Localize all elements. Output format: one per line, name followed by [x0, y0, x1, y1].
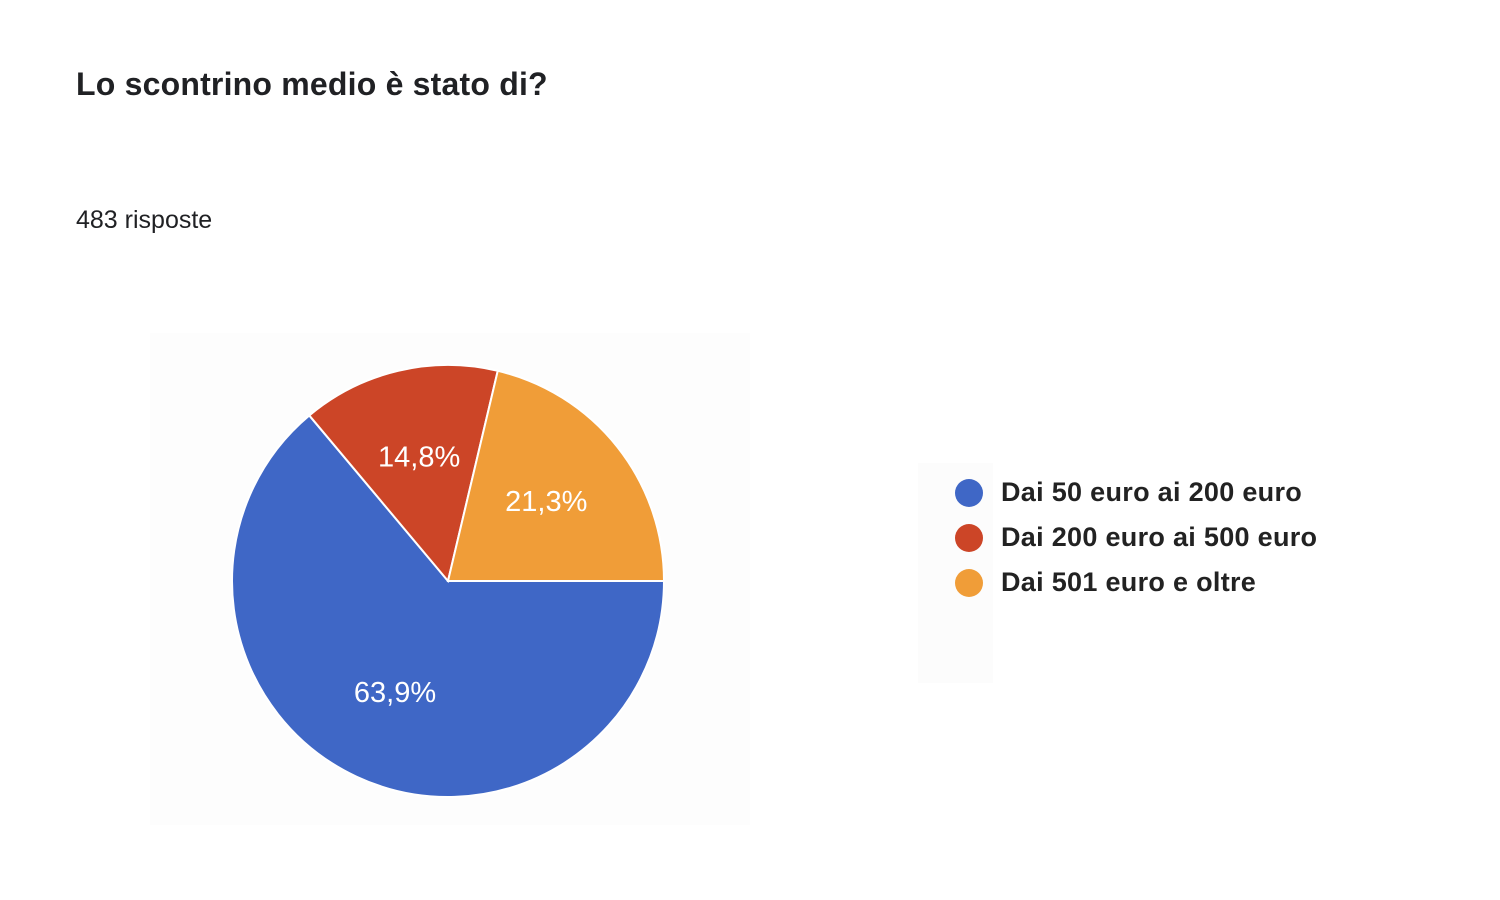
pie-slice[interactable]: [307, 364, 499, 584]
pie-chart: 63,9% 14,8% 21,3%: [231, 364, 666, 798]
legend-dot: [955, 568, 983, 597]
slice-label: 21,3%: [505, 486, 587, 518]
legend-item[interactable]: Dai 501 euro e oltre: [955, 560, 1317, 605]
pie-slice[interactable]: [446, 369, 666, 582]
chart-title: Lo scontrino medio è stato di?: [76, 66, 548, 102]
response-count: 483 risposte: [76, 206, 213, 234]
slice-label: 63,9%: [354, 677, 436, 709]
legend-item[interactable]: Dai 200 euro ai 500 euro: [955, 515, 1317, 560]
legend-dot: [955, 478, 983, 507]
pie-slice[interactable]: [231, 414, 666, 798]
legend-label: Dai 200 euro ai 500 euro: [1001, 522, 1318, 552]
slice-label: 14,8%: [378, 442, 460, 474]
legend-label: Dai 50 euro ai 200 euro: [1001, 477, 1303, 507]
legend-label: Dai 501 euro e oltre: [1001, 567, 1257, 597]
legend: Dai 50 euro ai 200 euro Dai 200 euro ai …: [955, 470, 1317, 605]
legend-item[interactable]: Dai 50 euro ai 200 euro: [955, 470, 1317, 515]
chart-area: 63,9% 14,8% 21,3%: [150, 333, 750, 825]
legend-dot: [955, 523, 983, 552]
